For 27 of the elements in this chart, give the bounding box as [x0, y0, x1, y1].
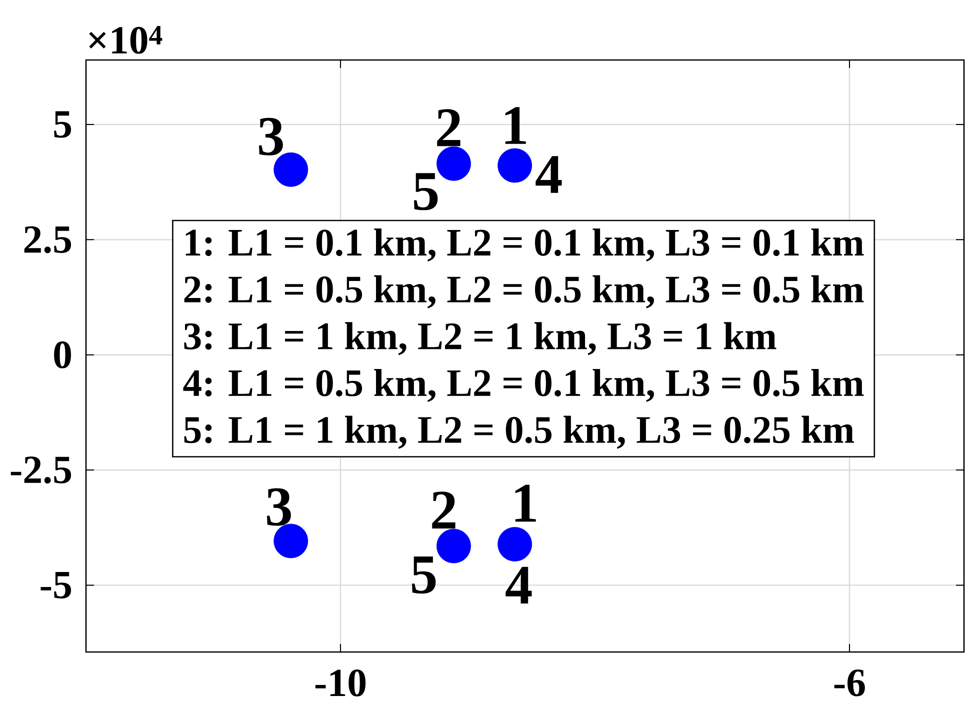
- annotation: 4: L1 = 0.5 km, L2 = 0.1 km, L3 = 0.5 km: [183, 368, 864, 402]
- text: ×10$^{4}$: [89, 26, 162, 54]
- y-tick-label: 5: [54, 111, 72, 138]
- y-tick-label: -2.5: [10, 456, 72, 484]
- y-tick-label: 0: [54, 341, 71, 368]
- point: [498, 148, 532, 183]
- annotation: 2: L1 = 0.5 km, L2 = 0.5 km, L3 = 0.5 km: [184, 275, 864, 308]
- annotation: 5: L1 = 1 km, L2 = 0.5 km, L3 = 0.25 km: [184, 416, 854, 449]
- point: [498, 526, 532, 562]
- y-tick-label: -5: [40, 572, 72, 598]
- annotation: 5: [412, 556, 436, 594]
- annotation: 1: [515, 484, 536, 522]
- annotation: 3: L1 = 1 km, L2 = 1 km, L3 = 1 km: [184, 322, 776, 356]
- point: [436, 528, 471, 564]
- annotation: 5: [414, 173, 438, 210]
- annotation: 2: [432, 492, 456, 529]
- point: [436, 146, 471, 181]
- annotation: 3: [267, 488, 291, 526]
- annotation: 4: [536, 156, 562, 193]
- annotation: 4: [506, 566, 532, 604]
- x-tick-label: -10: [315, 670, 366, 696]
- y-tick-label: 2.5: [24, 226, 72, 254]
- x-tick-label: -6: [834, 670, 865, 696]
- annotation: 2: [437, 109, 460, 146]
- annotation: 3: [259, 118, 283, 156]
- annotation: 1: L1 = 0.1 km, L2 = 0.1 km, L3 = 0.1 km: [186, 228, 864, 262]
- annotation: 1: [505, 107, 526, 144]
